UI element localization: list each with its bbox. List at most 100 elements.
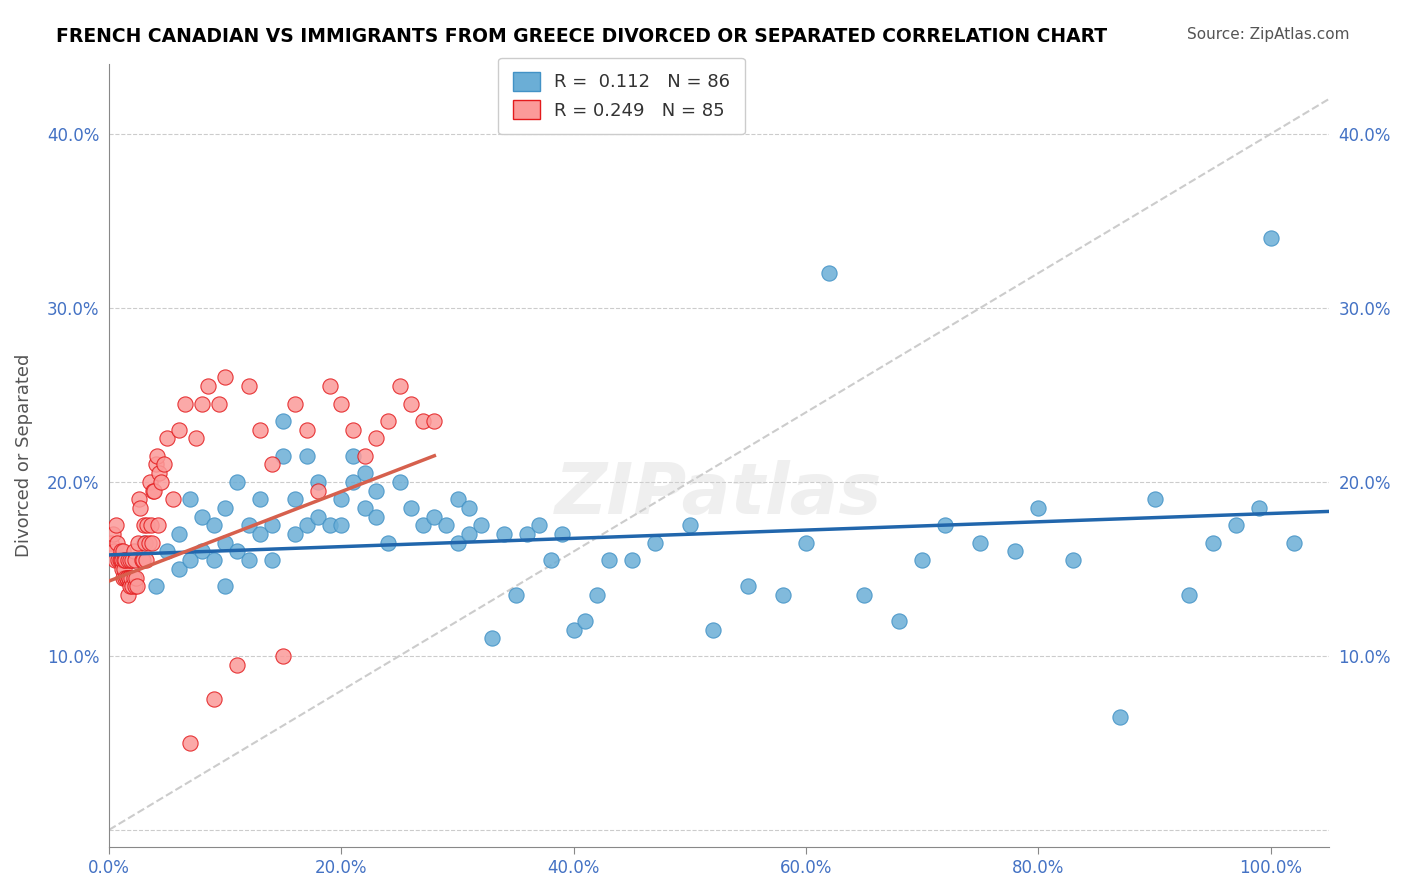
French Canadians xyxy=(1108,709,1130,723)
French Canadians xyxy=(446,535,468,549)
Immigrants from Greece xyxy=(111,562,134,576)
French Canadians xyxy=(737,579,759,593)
Immigrants from Greece xyxy=(108,553,131,567)
Immigrants from Greece xyxy=(284,396,307,410)
French Canadians xyxy=(202,553,225,567)
Immigrants from Greece xyxy=(273,648,295,663)
Immigrants from Greece xyxy=(131,553,153,567)
Immigrants from Greece xyxy=(132,518,155,533)
Immigrants from Greece xyxy=(118,553,141,567)
Immigrants from Greece xyxy=(118,570,141,584)
Immigrants from Greece xyxy=(173,396,195,410)
Immigrants from Greece xyxy=(260,458,283,472)
Immigrants from Greece xyxy=(117,553,139,567)
French Canadians xyxy=(273,449,295,463)
French Canadians xyxy=(238,518,260,533)
Immigrants from Greece xyxy=(134,535,156,549)
Immigrants from Greece xyxy=(135,553,157,567)
Immigrants from Greece xyxy=(146,518,169,533)
Immigrants from Greece xyxy=(125,579,148,593)
French Canadians xyxy=(295,518,318,533)
Immigrants from Greece xyxy=(139,518,162,533)
Text: Source: ZipAtlas.com: Source: ZipAtlas.com xyxy=(1187,27,1350,42)
French Canadians xyxy=(295,449,318,463)
Immigrants from Greece xyxy=(128,492,150,507)
Immigrants from Greece xyxy=(110,553,132,567)
French Canadians xyxy=(366,509,388,524)
French Canadians xyxy=(179,553,201,567)
French Canadians xyxy=(1282,535,1305,549)
Immigrants from Greece xyxy=(114,553,136,567)
French Canadians xyxy=(388,475,411,489)
French Canadians xyxy=(516,527,538,541)
Immigrants from Greece xyxy=(110,544,132,558)
French Canadians xyxy=(853,588,876,602)
Immigrants from Greece xyxy=(162,492,184,507)
French Canadians xyxy=(1178,588,1201,602)
Immigrants from Greece xyxy=(197,379,219,393)
Text: ZIPatlas: ZIPatlas xyxy=(555,460,883,529)
Immigrants from Greece xyxy=(136,518,159,533)
Legend: R =  0.112   N = 86, R = 0.249   N = 85: R = 0.112 N = 86, R = 0.249 N = 85 xyxy=(498,58,745,135)
Immigrants from Greece xyxy=(118,570,141,584)
French Canadians xyxy=(540,553,562,567)
French Canadians xyxy=(458,500,481,515)
Immigrants from Greece xyxy=(143,483,166,498)
French Canadians xyxy=(225,544,247,558)
French Canadians xyxy=(249,527,271,541)
French Canadians xyxy=(202,518,225,533)
Immigrants from Greece xyxy=(112,562,135,576)
Immigrants from Greece xyxy=(366,431,388,445)
French Canadians xyxy=(307,475,329,489)
French Canadians xyxy=(679,518,702,533)
Immigrants from Greece xyxy=(319,379,342,393)
French Canadians xyxy=(342,449,364,463)
Immigrants from Greece xyxy=(208,396,231,410)
French Canadians xyxy=(702,623,724,637)
French Canadians xyxy=(574,614,596,628)
Immigrants from Greece xyxy=(115,570,138,584)
French Canadians xyxy=(366,483,388,498)
Immigrants from Greece xyxy=(121,579,143,593)
French Canadians xyxy=(377,535,399,549)
Immigrants from Greece xyxy=(152,458,174,472)
Immigrants from Greece xyxy=(423,414,446,428)
Immigrants from Greece xyxy=(112,544,135,558)
French Canadians xyxy=(794,535,817,549)
French Canadians xyxy=(121,553,143,567)
Immigrants from Greece xyxy=(138,535,160,549)
French Canadians xyxy=(284,527,307,541)
Text: FRENCH CANADIAN VS IMMIGRANTS FROM GREECE DIVORCED OR SEPARATED CORRELATION CHAR: FRENCH CANADIAN VS IMMIGRANTS FROM GREEC… xyxy=(56,27,1108,45)
Immigrants from Greece xyxy=(132,553,155,567)
French Canadians xyxy=(1201,535,1223,549)
French Canadians xyxy=(132,535,155,549)
Immigrants from Greece xyxy=(399,396,422,410)
Immigrants from Greece xyxy=(225,657,247,672)
French Canadians xyxy=(598,553,620,567)
Immigrants from Greece xyxy=(202,692,225,706)
Immigrants from Greece xyxy=(122,544,145,558)
French Canadians xyxy=(644,535,666,549)
Y-axis label: Divorced or Separated: Divorced or Separated xyxy=(15,354,32,558)
French Canadians xyxy=(273,414,295,428)
French Canadians xyxy=(319,518,342,533)
French Canadians xyxy=(458,527,481,541)
French Canadians xyxy=(284,492,307,507)
French Canadians xyxy=(191,509,214,524)
French Canadians xyxy=(434,518,457,533)
Immigrants from Greece xyxy=(112,553,135,567)
French Canadians xyxy=(446,492,468,507)
French Canadians xyxy=(1260,231,1282,245)
Immigrants from Greece xyxy=(124,553,146,567)
Immigrants from Greece xyxy=(129,500,152,515)
Immigrants from Greece xyxy=(330,396,353,410)
Immigrants from Greece xyxy=(148,466,170,480)
French Canadians xyxy=(481,632,503,646)
French Canadians xyxy=(191,544,214,558)
French Canadians xyxy=(527,518,550,533)
French Canadians xyxy=(934,518,956,533)
French Canadians xyxy=(1249,500,1271,515)
French Canadians xyxy=(620,553,643,567)
French Canadians xyxy=(818,266,841,280)
Immigrants from Greece xyxy=(145,449,167,463)
